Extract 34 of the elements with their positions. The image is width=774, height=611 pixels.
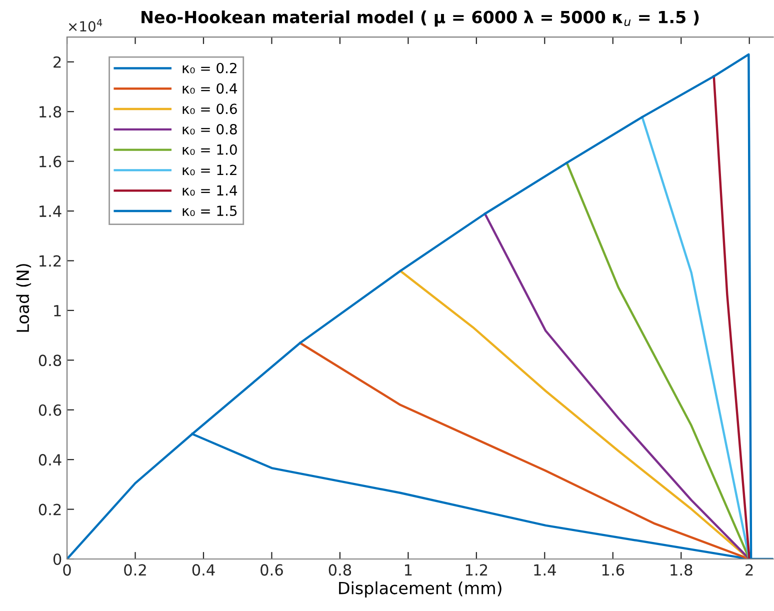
legend-label: κ₀ = 0.6 bbox=[182, 104, 237, 114]
legend-label: κ₀ = 1.4 bbox=[182, 185, 238, 196]
y-tick-label: 2 bbox=[54, 56, 61, 68]
y-tick-label: 0.6 bbox=[38, 404, 62, 416]
x-tick-label: 1.4 bbox=[534, 564, 556, 576]
y-tick-label: 1.4 bbox=[40, 206, 62, 217]
x-axis-title: Displacement (mm) bbox=[339, 581, 502, 598]
y-tick-label: 1.8 bbox=[40, 106, 62, 118]
legend-label: κ₀ = 0.4 bbox=[182, 83, 238, 94]
y-axis-title: Load (N) bbox=[16, 264, 32, 332]
text: ×10$^{4}$ bbox=[68, 19, 102, 32]
x-tick-label: 0 bbox=[63, 564, 71, 576]
x-tick-label: 1.6 bbox=[602, 564, 624, 576]
y-tick-label: 0 bbox=[53, 553, 62, 566]
x-tick-label: 1 bbox=[405, 564, 412, 576]
legend-label: κ₀ = 1.0 bbox=[182, 144, 237, 155]
x-tick-label: 0.8 bbox=[328, 564, 352, 576]
legend-label: κ₀ = 0.2 bbox=[182, 62, 236, 74]
chart-title: Neo-Hookean material model ( μ = 6000 λ = 5000 κ$_{u}$ = 1.5 ) bbox=[142, 10, 699, 27]
x-tick-label: 1.8 bbox=[670, 564, 692, 576]
legend-label: κ₀ = 1.5 bbox=[182, 206, 237, 216]
y-tick-label: 1 bbox=[54, 305, 61, 316]
y-tick-label: 1.6 bbox=[40, 156, 62, 168]
x-tick-label: 1.2 bbox=[466, 564, 488, 576]
legend-label: κ₀ = 0.8 bbox=[182, 124, 237, 134]
y-tick-label: 1.2 bbox=[40, 255, 61, 267]
x-tick-label: 0.2 bbox=[124, 564, 146, 576]
y-tick-label: 0.8 bbox=[38, 354, 62, 366]
y-tick-label: 0.4 bbox=[38, 454, 62, 466]
legend-label: κ₀ = 1.2 bbox=[182, 164, 236, 176]
x-tick-label: 0.4 bbox=[192, 564, 215, 576]
x-tick-label: 0.6 bbox=[260, 564, 283, 576]
y-tick-label: 0.2 bbox=[38, 504, 61, 516]
x-tick-label: 2 bbox=[746, 564, 753, 576]
